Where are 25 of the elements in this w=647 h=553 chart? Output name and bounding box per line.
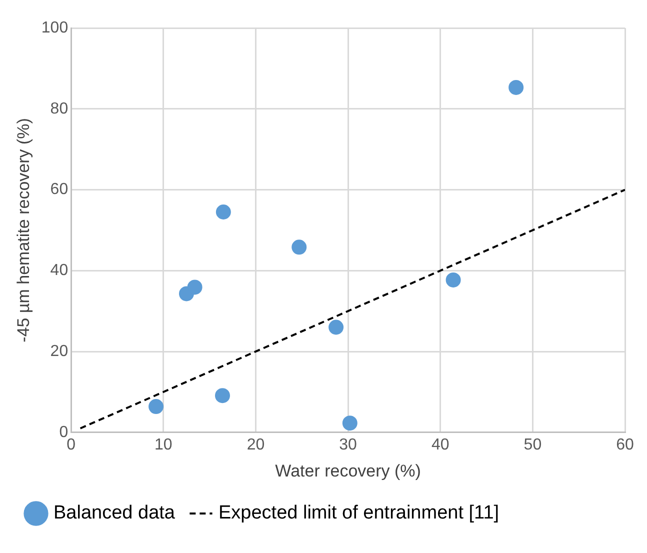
y-tick-label: 80 [50, 100, 68, 118]
y-tick-label: 20 [50, 342, 68, 360]
x-tick-label: 60 [616, 436, 634, 454]
y-axis-title: -45 µm hematite recovery (%) [14, 118, 33, 342]
point [216, 204, 231, 220]
x-tick-label: 30 [339, 436, 358, 454]
point [148, 399, 164, 414]
legend-label: Balanced data [54, 502, 176, 524]
y-tick-label: 100 [41, 19, 68, 36]
point [328, 320, 344, 335]
point [508, 80, 524, 95]
legend-label: Expected limit of entrainment [11] [218, 502, 500, 524]
point [214, 388, 230, 404]
x-tick-label: 10 [154, 436, 172, 454]
y-tick-label: 0 [59, 424, 68, 441]
x-tick-label: 20 [246, 436, 265, 454]
x-axis-title: Water recovery (%) [275, 461, 421, 480]
point [187, 280, 202, 295]
y-tick-label: 40 [50, 262, 68, 280]
point [292, 240, 307, 255]
y-tick-label: 60 [50, 181, 68, 198]
point [342, 416, 358, 431]
x-tick-label: 40 [431, 436, 450, 454]
point [446, 272, 461, 288]
x-tick-label: 50 [524, 436, 542, 454]
